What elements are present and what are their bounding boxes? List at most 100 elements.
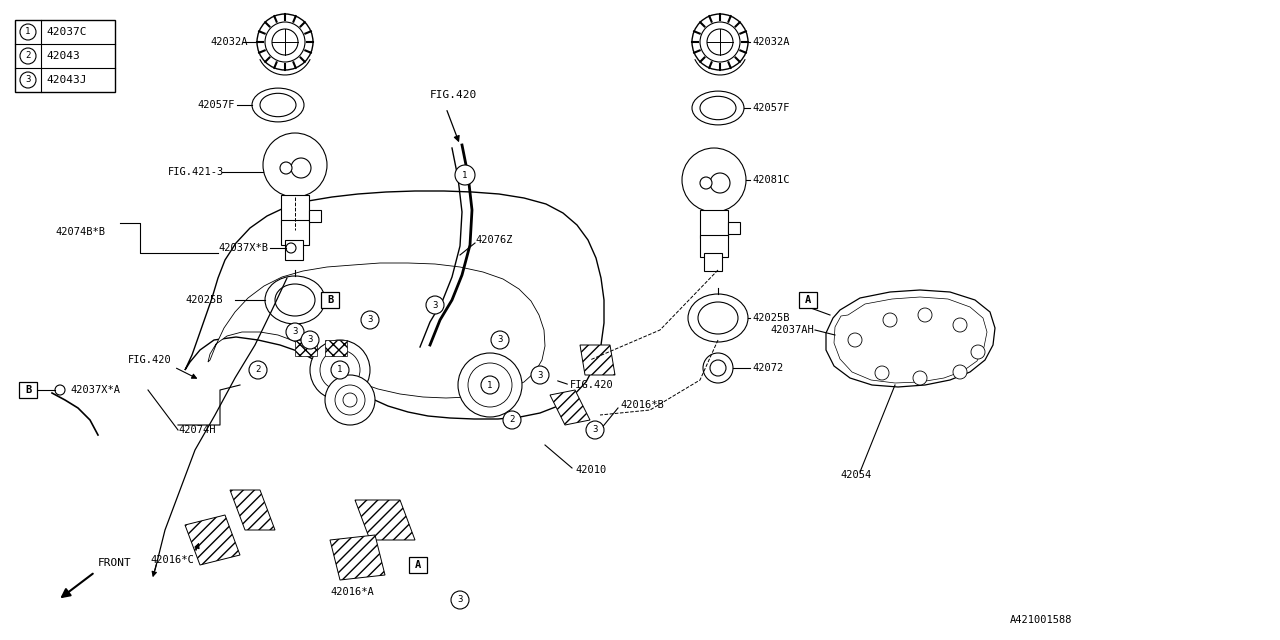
Text: 42016*A: 42016*A [330,587,374,597]
Bar [282,220,308,245]
Text: 1: 1 [488,381,493,390]
Circle shape [20,72,36,88]
Circle shape [531,366,549,384]
Text: 1: 1 [462,170,467,179]
Bar [285,240,303,260]
Ellipse shape [260,93,296,116]
Circle shape [913,371,927,385]
Polygon shape [230,490,275,530]
Circle shape [458,353,522,417]
Ellipse shape [252,88,305,122]
Polygon shape [550,390,590,425]
Circle shape [273,29,298,55]
Bar [308,210,321,222]
Circle shape [325,375,375,425]
Circle shape [265,22,305,62]
Ellipse shape [700,96,736,120]
Text: 42037C: 42037C [46,27,87,37]
Polygon shape [186,191,604,419]
Circle shape [707,29,733,55]
Text: 42043J: 42043J [46,75,87,85]
Ellipse shape [689,294,748,342]
Bar [700,210,728,238]
Bar [325,340,347,356]
Text: 3: 3 [538,371,543,380]
Text: 42037AH: 42037AH [771,325,814,335]
Polygon shape [826,290,995,387]
Text: 42074B*B: 42074B*B [55,227,105,237]
Text: 42054: 42054 [840,470,872,480]
Circle shape [20,24,36,40]
Bar [799,292,817,308]
Text: FRONT: FRONT [99,558,132,568]
Text: FIG.420: FIG.420 [128,355,172,365]
Circle shape [301,331,319,349]
Polygon shape [355,500,415,540]
Bar [282,195,308,225]
Text: 2: 2 [255,365,261,374]
Circle shape [710,360,726,376]
Polygon shape [207,263,545,398]
Circle shape [972,345,986,359]
Circle shape [310,340,370,400]
Text: 3: 3 [457,595,462,605]
Circle shape [692,14,748,70]
Circle shape [481,376,499,394]
Circle shape [492,331,509,349]
Bar [19,382,37,398]
Circle shape [285,243,296,253]
Circle shape [468,363,512,407]
Text: 42016*C: 42016*C [150,555,193,565]
Text: 42016*B: 42016*B [620,400,664,410]
Polygon shape [186,515,241,565]
Ellipse shape [692,91,744,125]
Text: 42057F: 42057F [197,100,234,110]
Circle shape [954,365,966,379]
Circle shape [876,366,890,380]
Circle shape [55,385,65,395]
Circle shape [883,313,897,327]
Circle shape [361,311,379,329]
Ellipse shape [265,276,325,324]
Circle shape [954,318,966,332]
Bar [294,340,317,356]
Text: 3: 3 [498,335,503,344]
Circle shape [426,296,444,314]
Circle shape [343,393,357,407]
Circle shape [285,323,305,341]
Circle shape [849,333,861,347]
Polygon shape [580,345,614,375]
Text: 3: 3 [307,335,312,344]
Text: 42032A: 42032A [753,37,790,47]
Text: 3: 3 [26,76,31,84]
Circle shape [700,177,712,189]
Text: B: B [326,295,333,305]
Text: FIG.420: FIG.420 [430,90,477,100]
Polygon shape [835,297,987,383]
Text: A421001588: A421001588 [1010,615,1073,625]
Text: 42074H: 42074H [178,425,215,435]
Circle shape [454,165,475,185]
Text: 42076Z: 42076Z [475,235,512,245]
Text: 42037X*B: 42037X*B [218,243,268,253]
Circle shape [700,22,740,62]
Text: 42043: 42043 [46,51,79,61]
Circle shape [335,385,365,415]
Text: 42010: 42010 [575,465,607,475]
Text: FIG.420: FIG.420 [570,380,613,390]
Text: A: A [805,295,812,305]
Bar [321,292,339,308]
Text: 1: 1 [338,365,343,374]
Text: A: A [415,560,421,570]
Text: 42037X*A: 42037X*A [70,385,120,395]
Circle shape [503,411,521,429]
Text: 2: 2 [509,415,515,424]
Circle shape [257,14,314,70]
Text: 42081C: 42081C [753,175,790,185]
Text: 2: 2 [26,51,31,61]
Text: 42072: 42072 [753,363,783,373]
Circle shape [332,361,349,379]
Circle shape [280,162,292,174]
Circle shape [320,350,360,390]
Circle shape [682,148,746,212]
